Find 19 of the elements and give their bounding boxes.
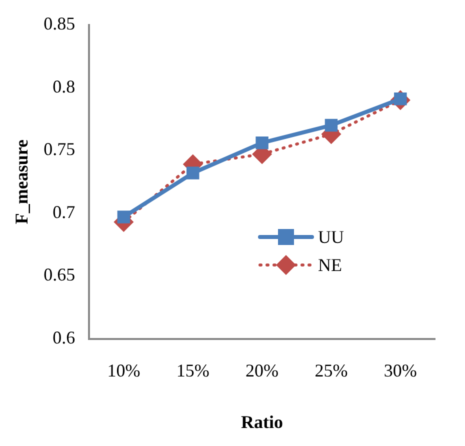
x-tick-label: 30% — [384, 360, 417, 380]
y-tick-label: 0.8 — [52, 76, 76, 96]
x-axis-title: Ratio — [241, 412, 284, 432]
point — [186, 166, 200, 180]
y-tick-label: 0.75 — [44, 139, 76, 160]
y-tick-label: 0.6 — [52, 328, 76, 348]
legend-label: NE — [318, 254, 342, 276]
point — [324, 118, 338, 132]
y-tick-label: 0.7 — [52, 202, 76, 222]
y-axis-title: F_measure — [11, 139, 32, 224]
x-tick-label: 10% — [107, 360, 140, 380]
legend-label: UU — [318, 226, 344, 248]
y-tick-label: 0.65 — [44, 264, 76, 285]
point — [117, 210, 130, 224]
point — [256, 136, 268, 150]
x-tick-label: 25% — [314, 360, 348, 380]
x-tick-label: 15% — [176, 360, 210, 380]
y-tick-label: 0.85 — [44, 14, 76, 34]
x-tick-label: 20% — [246, 360, 279, 380]
